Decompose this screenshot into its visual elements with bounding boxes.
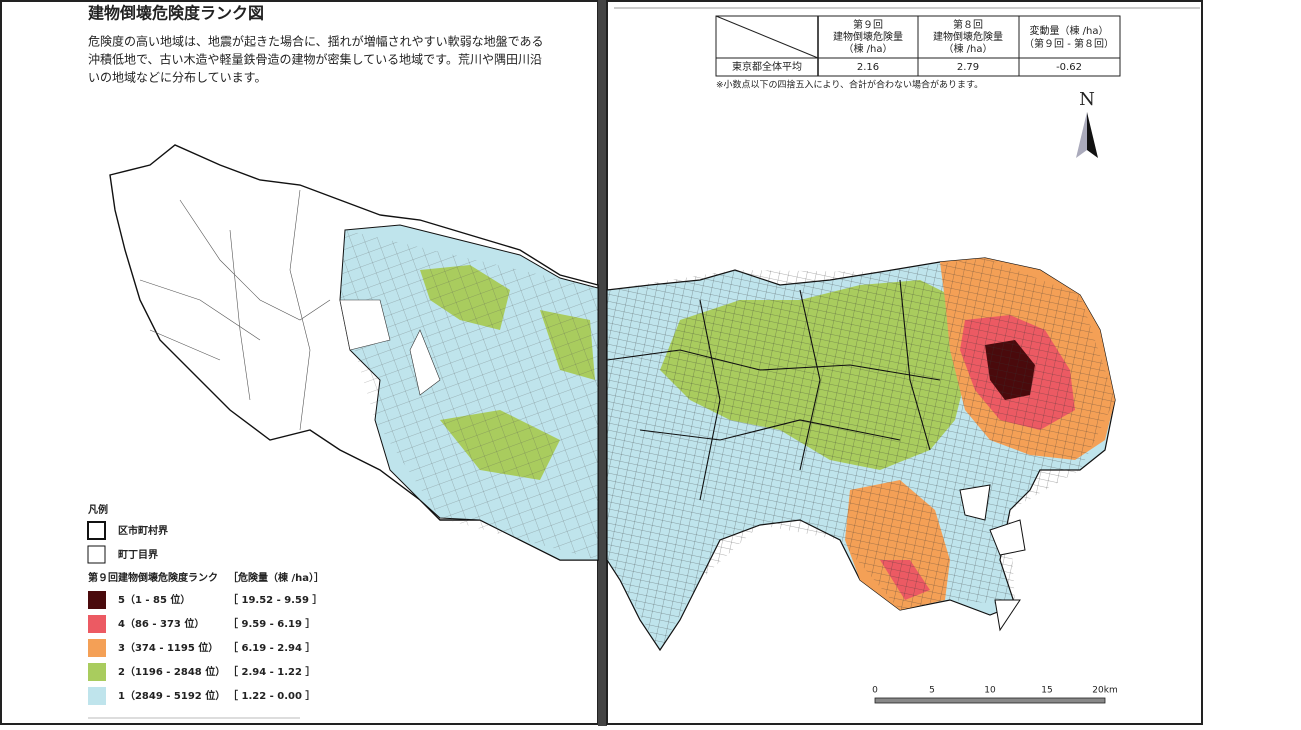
- scale-label: 15: [1041, 686, 1052, 696]
- boundary-swatch: [87, 545, 106, 564]
- rank-swatch: [88, 615, 106, 633]
- description-line: 沖積低地で、古い木造や軽量鉄骨造の建物が密集している地域です。荒川や隅田川沿: [88, 52, 542, 67]
- note: ※小数点以下の四捨五入により、合計が合わない場合があります。: [716, 79, 983, 91]
- rank-swatch: [88, 687, 106, 705]
- table-cell: 2.79: [957, 62, 979, 73]
- legend-title: 凡例: [88, 503, 108, 516]
- rank-range: ［ 6.19 - 2.94 ］: [228, 641, 315, 654]
- legend-subtitle: ［危険量（棟 /ha）］: [228, 571, 324, 584]
- map-left: [109, 144, 599, 561]
- table-header: （棟 /ha）: [843, 42, 892, 55]
- north-arrow: [1076, 112, 1087, 158]
- table-header: 建物倒壊危険量: [833, 30, 903, 43]
- rank-label: 4（86 - 373 位）: [118, 617, 204, 630]
- unranked-area: [339, 299, 441, 396]
- rank-swatch: [88, 591, 106, 609]
- table-header: （第９回 - 第８回）: [1024, 37, 1114, 50]
- table: 第９回 建物倒壊危険量 （棟 /ha） 第８回 建物倒壊危険量 （棟 /ha） …: [715, 15, 1121, 77]
- scale-label: 10: [984, 686, 996, 696]
- table-header: 変動量（棟 /ha）: [1029, 24, 1108, 37]
- scale-label: 20km: [1092, 686, 1117, 696]
- description-line: いの地域などに分布しています。: [88, 71, 266, 85]
- rank-swatch: [88, 639, 106, 657]
- legend-label: 町丁目界: [118, 549, 158, 561]
- north-label: N: [1079, 89, 1095, 110]
- table-header: 建物倒壊危険量: [933, 30, 1003, 43]
- table-cell: 東京都全体平均: [732, 60, 802, 73]
- block-texture: [340, 230, 598, 560]
- rank-label: 5（1 - 85 位）: [118, 593, 190, 606]
- boundary-lines: [139, 189, 331, 431]
- table-header: （棟 /ha）: [943, 42, 992, 55]
- spine: [598, 0, 607, 726]
- rank-label: 2（1196 - 2848 位）: [118, 665, 225, 678]
- rank-label: 3（374 - 1195 位）: [118, 641, 218, 654]
- legend: 凡例 区市町村界 町丁目界 第９回建物倒壊危険度ランク ［危険量（棟 /ha）］…: [87, 503, 324, 705]
- title: 建物倒壊危険度ランク図: [88, 4, 264, 23]
- rank-label: 1（2849 - 5192 位）: [118, 689, 225, 702]
- landfill: [959, 484, 1026, 632]
- ward-boundaries: [606, 279, 941, 501]
- scale-label: 5: [929, 686, 935, 696]
- map-right: [606, 257, 1116, 652]
- north-arrow: [1087, 112, 1098, 158]
- legend-subtitle: 第９回建物倒壊危険度ランク: [88, 571, 218, 584]
- table-header: 第９回: [853, 18, 883, 31]
- rank-range: ［ 2.94 - 1.22 ］: [228, 665, 315, 678]
- table-cell: 2.16: [857, 62, 879, 73]
- rank-range: ［ 1.22 - 0.00 ］: [228, 689, 315, 702]
- block-texture: [607, 258, 1115, 650]
- scale-bar-body: [874, 697, 1106, 704]
- scale-bar: 0 5 10 15 20km: [872, 686, 1118, 704]
- rank-range: ［ 9.59 - 6.19 ］: [228, 617, 315, 630]
- rank-swatch: [88, 663, 106, 681]
- description-line: 危険度の高い地域は、地震が起きた場合に、揺れが増幅されやすい軟弱な地盤である: [88, 34, 544, 49]
- table-header: 第８回: [953, 18, 983, 31]
- table-cell: -0.62: [1056, 62, 1082, 73]
- rank-range: ［ 19.52 - 9.59 ］: [228, 593, 322, 606]
- boundary-swatch: [87, 521, 106, 540]
- scale-label: 0: [872, 686, 878, 696]
- legend-label: 区市町村界: [118, 524, 168, 537]
- table-diagonal: [715, 15, 819, 59]
